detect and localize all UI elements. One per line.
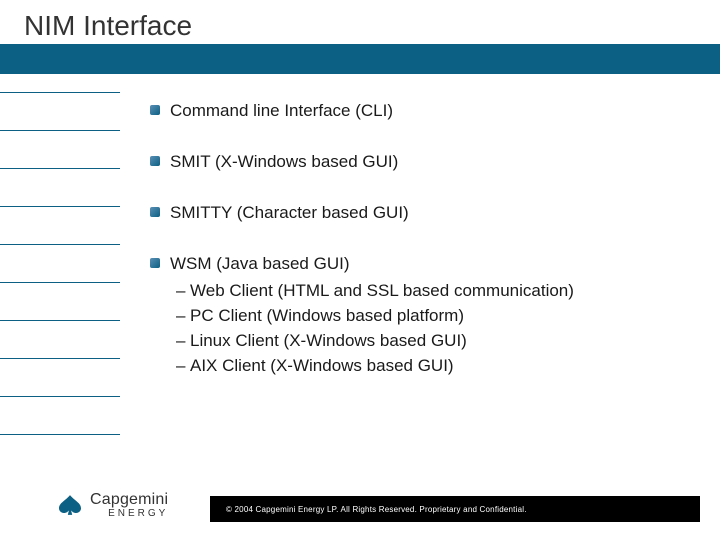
decorative-hlines [0, 92, 120, 472]
bullet-item: WSM (Java based GUI)–Web Client (HTML an… [150, 253, 690, 380]
bullet-icon [150, 258, 160, 268]
bullet-text: WSM (Java based GUI)–Web Client (HTML an… [170, 253, 574, 380]
slide-title: NIM Interface [24, 10, 192, 42]
copyright-text: © 2004 Capgemini Energy LP. All Rights R… [226, 505, 527, 514]
hline [0, 206, 120, 207]
logo-text: Capgemini ENERGY [90, 492, 168, 519]
bullet-text: Command line Interface (CLI) [170, 100, 393, 123]
hline [0, 92, 120, 93]
logo-main: Capgemini [90, 492, 168, 508]
sub-item: –PC Client (Windows based platform) [176, 305, 574, 328]
bullet-text: SMIT (X-Windows based GUI) [170, 151, 398, 174]
sub-text: Web Client (HTML and SSL based communica… [190, 280, 574, 303]
title-band [0, 44, 720, 74]
dash-icon: – [176, 355, 190, 378]
hline [0, 130, 120, 131]
sub-text: PC Client (Windows based platform) [190, 305, 464, 328]
dash-icon: – [176, 330, 190, 353]
sub-text: Linux Client (X-Windows based GUI) [190, 330, 467, 353]
dash-icon: – [176, 305, 190, 328]
sub-list: –Web Client (HTML and SSL based communic… [170, 280, 574, 378]
dash-icon: – [176, 280, 190, 303]
hline [0, 244, 120, 245]
content-area: Command line Interface (CLI) SMIT (X-Wind… [150, 100, 690, 408]
sub-text: AIX Client (X-Windows based GUI) [190, 355, 454, 378]
hline [0, 434, 120, 435]
hline [0, 320, 120, 321]
bullet-item: Command line Interface (CLI) [150, 100, 690, 123]
sub-item: –Linux Client (X-Windows based GUI) [176, 330, 574, 353]
hline [0, 358, 120, 359]
bullet-icon [150, 207, 160, 217]
bullet-text: SMITTY (Character based GUI) [170, 202, 409, 225]
bullet-item: SMIT (X-Windows based GUI) [150, 151, 690, 174]
sub-item: –Web Client (HTML and SSL based communic… [176, 280, 574, 303]
brand-logo: Capgemini ENERGY [56, 484, 206, 526]
logo-sub: ENERGY [90, 509, 168, 519]
sub-item: –AIX Client (X-Windows based GUI) [176, 355, 574, 378]
hline [0, 168, 120, 169]
bullet-icon [150, 156, 160, 166]
bullet-icon [150, 105, 160, 115]
bullet-item: SMITTY (Character based GUI) [150, 202, 690, 225]
hline [0, 282, 120, 283]
spade-icon [56, 494, 84, 516]
hline [0, 396, 120, 397]
footer-band: © 2004 Capgemini Energy LP. All Rights R… [210, 496, 700, 522]
